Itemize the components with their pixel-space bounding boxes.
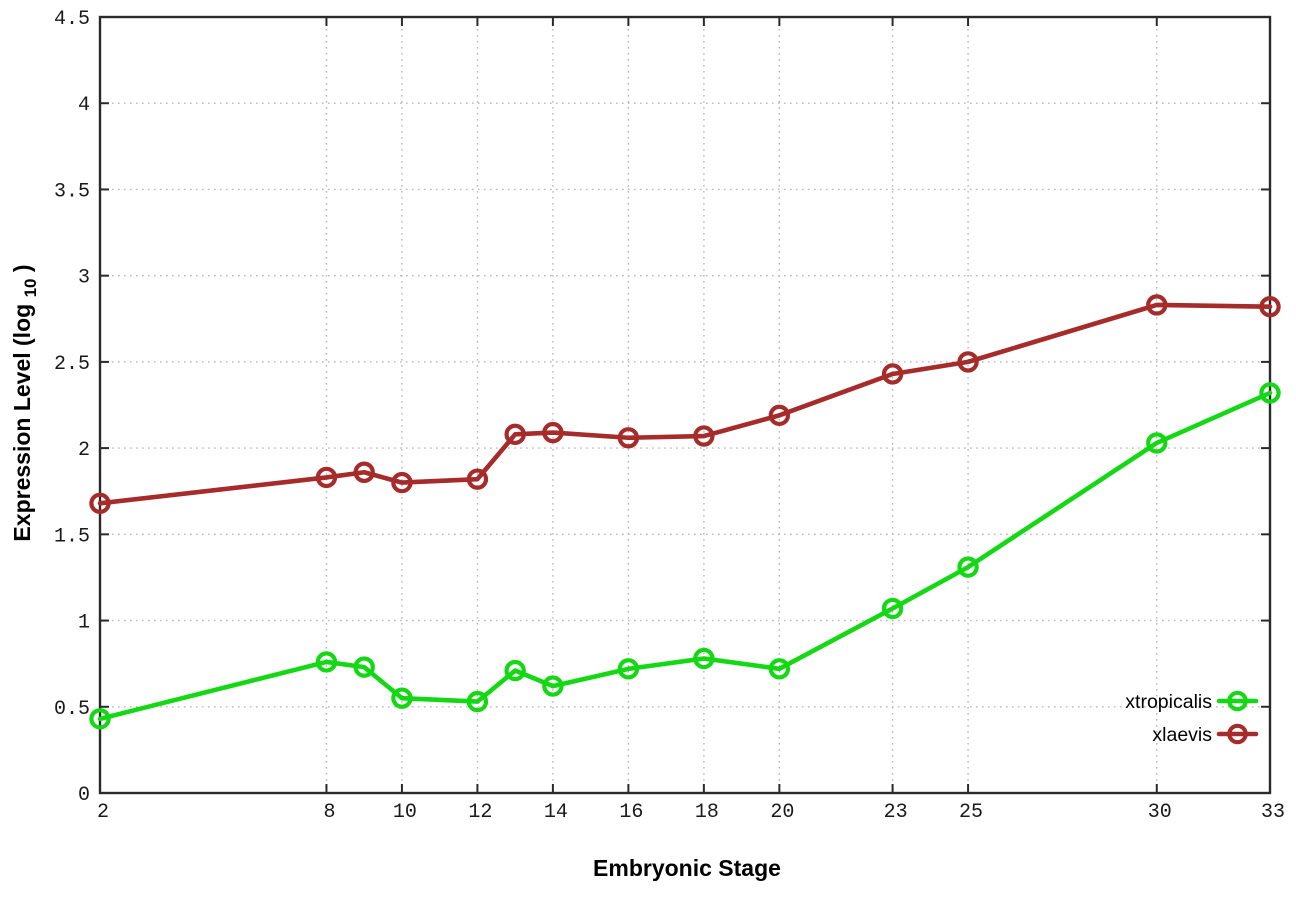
y-tick-label-1: 1 [78, 612, 90, 635]
legend-sample-marker-xlaevis [1227, 723, 1248, 745]
y-tick-label-3.5: 3.5 [54, 180, 90, 203]
x-tick-label-16: 16 [619, 801, 643, 824]
data-point-xlaevis-25 [957, 351, 979, 373]
data-point-xtropicalis-12 [466, 690, 489, 713]
y-tick-label-4.5: 4.5 [54, 8, 90, 31]
legend-layer [1216, 690, 1259, 745]
data-point-xlaevis-9 [353, 461, 375, 483]
data-point-xlaevis-13 [504, 423, 526, 446]
plot-border-layer [98, 15, 1272, 795]
data-point-xtropicalis-16 [617, 658, 640, 680]
tick-label-layer: 2 8 10 12 14 16 18 20 23 25 30 33 0 0.5 1 1.5 2 2.5 3 3.5 4 4… [54, 8, 1285, 824]
x-tick-label-12: 12 [468, 801, 492, 824]
x-tick-label-8: 8 [323, 801, 335, 824]
data-point-xtropicalis-13 [504, 659, 526, 682]
y-tick-label-0.5: 0.5 [54, 698, 90, 721]
y-axis-title: Expression Level (log 10 ) [9, 264, 41, 541]
x-tick-label-30: 30 [1148, 801, 1172, 824]
data-point-xlaevis-2 [89, 492, 111, 514]
y-tick-label-2.5: 2.5 [54, 353, 90, 376]
plot-border [98, 15, 1272, 795]
data-point-xtropicalis-8 [315, 651, 338, 673]
legend-label-xtropicalis: xtropicalis [1125, 691, 1212, 713]
legend-sample-marker-xtropicalis [1227, 690, 1248, 712]
data-point-xtropicalis-9 [353, 656, 375, 678]
data-point-xlaevis-30 [1146, 294, 1168, 316]
data-point-xlaevis-33 [1259, 296, 1281, 318]
y-tick-label-1.5: 1.5 [54, 525, 90, 548]
x-axis-title: Embryonic Stage [593, 855, 781, 881]
data-point-xtropicalis-20 [768, 658, 791, 680]
data-point-xlaevis-10 [391, 471, 413, 494]
data-point-xlaevis-16 [617, 427, 640, 449]
data-point-xlaevis-8 [315, 466, 338, 489]
x-tick-label-20: 20 [770, 801, 794, 824]
data-point-xtropicalis-2 [89, 708, 111, 730]
y-tick-label-3: 3 [78, 267, 90, 290]
y-axis-title-close: ) [9, 264, 35, 272]
y-tick-label-0: 0 [78, 784, 90, 807]
data-point-xlaevis-14 [542, 421, 564, 444]
series-line-xtropicalis [97, 390, 1273, 722]
x-tick-label-14: 14 [544, 801, 568, 824]
data-point-xlaevis-12 [466, 468, 489, 490]
data-point-xtropicalis-30 [1146, 432, 1168, 454]
data-point-xtropicalis-33 [1259, 382, 1281, 404]
x-tick-label-2: 2 [97, 801, 109, 824]
y-tick-label-2: 2 [78, 439, 90, 462]
y-axis-title-base: Expression Level (log [9, 304, 35, 542]
data-point-xlaevis-23 [881, 363, 904, 385]
x-tick-label-10: 10 [393, 801, 417, 824]
x-tick-label-23: 23 [884, 801, 908, 824]
legend-label-xlaevis: xlaevis [1152, 724, 1212, 746]
x-tick-label-18: 18 [695, 801, 719, 824]
y-axis-title-subscript: 10 [21, 279, 40, 298]
data-point-xtropicalis-25 [957, 556, 979, 578]
x-tick-label-33: 33 [1261, 801, 1285, 824]
data-point-xlaevis-20 [768, 404, 791, 427]
y-tick-label-4: 4 [78, 94, 90, 117]
data-point-xtropicalis-23 [881, 597, 904, 620]
series-layer [89, 294, 1281, 730]
data-point-xlaevis-18 [693, 425, 715, 447]
x-tick-label-25: 25 [959, 801, 983, 824]
data-point-xtropicalis-10 [391, 687, 413, 709]
series-line-xlaevis [97, 302, 1273, 506]
data-point-xtropicalis-18 [693, 647, 715, 670]
tick-layer [99, 16, 1271, 794]
data-point-xtropicalis-14 [542, 675, 564, 697]
